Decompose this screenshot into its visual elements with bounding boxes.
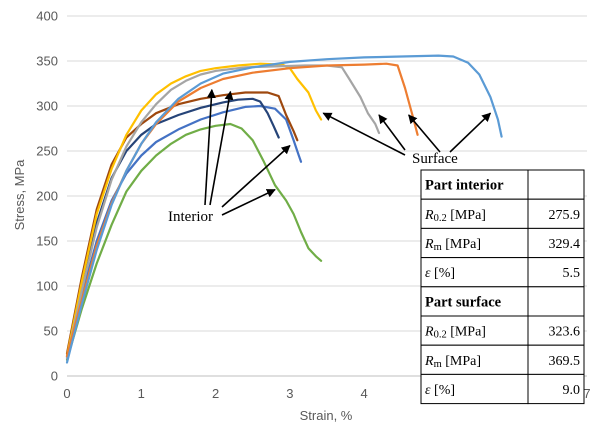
y-tick-label: 250 xyxy=(36,144,58,159)
y-axis-title: Stress, MPa xyxy=(12,159,27,231)
table-row-label: ε [%] xyxy=(425,383,455,398)
table-value: 275.9 xyxy=(549,208,581,223)
series-line-8-surface xyxy=(65,54,503,364)
table-row-label: ε [%] xyxy=(425,266,455,281)
y-tick-label: 300 xyxy=(36,99,58,114)
annotation-interior: Interior xyxy=(168,209,213,225)
annotation-arrow xyxy=(204,88,216,206)
y-tick-label: 200 xyxy=(36,189,58,204)
annotation-arrow xyxy=(221,188,276,216)
table-section-header: Part surface xyxy=(425,294,502,310)
y-tick-label: 350 xyxy=(36,54,58,69)
table-symbol: R xyxy=(424,354,434,369)
annotations-group: Interior Surface xyxy=(168,88,492,225)
table-value: 9.0 xyxy=(563,383,581,398)
series-line-3-interior xyxy=(65,97,280,358)
table-cell xyxy=(527,257,585,288)
table-value: 369.5 xyxy=(549,354,581,369)
y-tick-label: 0 xyxy=(51,369,58,384)
table-row-label: Rm [MPa] xyxy=(424,237,481,253)
table-unit: [MPa] xyxy=(442,237,481,252)
table-unit: [MPa] xyxy=(447,325,486,340)
x-tick-label: 1 xyxy=(138,386,145,401)
table-cell xyxy=(527,373,585,405)
table-cell xyxy=(420,169,529,200)
table-unit: [MPa] xyxy=(442,354,481,369)
annotation-arrow xyxy=(449,112,492,153)
table-subscript: 0.2 xyxy=(434,330,447,341)
table-cell xyxy=(527,286,585,317)
table-cell xyxy=(420,286,529,317)
table-symbol: ε xyxy=(425,266,431,281)
x-tick-label: 7 xyxy=(583,386,590,401)
series-line-5-surface xyxy=(65,62,323,358)
annotation-arrow xyxy=(408,114,441,153)
table-cell xyxy=(527,344,585,375)
table-subscript: m xyxy=(434,242,442,253)
x-tick-label: 2 xyxy=(212,386,219,401)
x-tick-label: 3 xyxy=(286,386,293,401)
table-cell xyxy=(527,198,585,229)
series-line-6-surface xyxy=(65,64,381,360)
table-cell xyxy=(527,227,585,259)
y-tick-label: 400 xyxy=(36,9,58,24)
table-symbol: R xyxy=(424,208,434,223)
table-cell xyxy=(420,344,529,375)
annotation-arrow xyxy=(322,112,406,156)
table-cell xyxy=(527,169,585,200)
table-value: 5.5 xyxy=(563,266,581,281)
table-value: 323.6 xyxy=(549,325,581,340)
table-value: 329.4 xyxy=(549,237,581,252)
table-symbol: R xyxy=(424,237,434,252)
table-row-label: Rm [MPa] xyxy=(424,354,481,370)
table-row-label: R0.2 [MPa] xyxy=(424,208,486,224)
y-tick-label: 50 xyxy=(44,324,58,339)
table-row-label: R0.2 [MPa] xyxy=(424,325,486,341)
x-axis-title: Strain, % xyxy=(300,408,353,423)
table-subscript: 0.2 xyxy=(434,213,447,224)
annotation-arrow xyxy=(378,114,406,151)
x-tick-label: 4 xyxy=(361,386,368,401)
y-tick-label: 150 xyxy=(36,234,58,249)
table-subscript: m xyxy=(434,359,442,370)
table-unit: [MPa] xyxy=(447,208,486,223)
series-line-1-interior xyxy=(65,122,323,361)
y-tick-label: 100 xyxy=(36,279,58,294)
series-group xyxy=(65,54,503,364)
table-cell xyxy=(420,373,529,405)
series-line-4-interior xyxy=(65,91,299,355)
x-tick-label: 0 xyxy=(63,386,70,401)
annotation-arrow xyxy=(221,144,291,208)
table-symbol: ε xyxy=(425,383,431,398)
table-unit: [%] xyxy=(431,383,456,398)
y-axis-ticks: 0 50 100 150 200 250 300 350 400 xyxy=(36,9,58,384)
table-section-header: Part interior xyxy=(425,178,504,194)
annotation-arrow xyxy=(209,90,234,206)
annotation-surface: Surface xyxy=(412,151,458,167)
table-symbol: R xyxy=(424,325,434,340)
table-unit: [%] xyxy=(431,266,456,281)
